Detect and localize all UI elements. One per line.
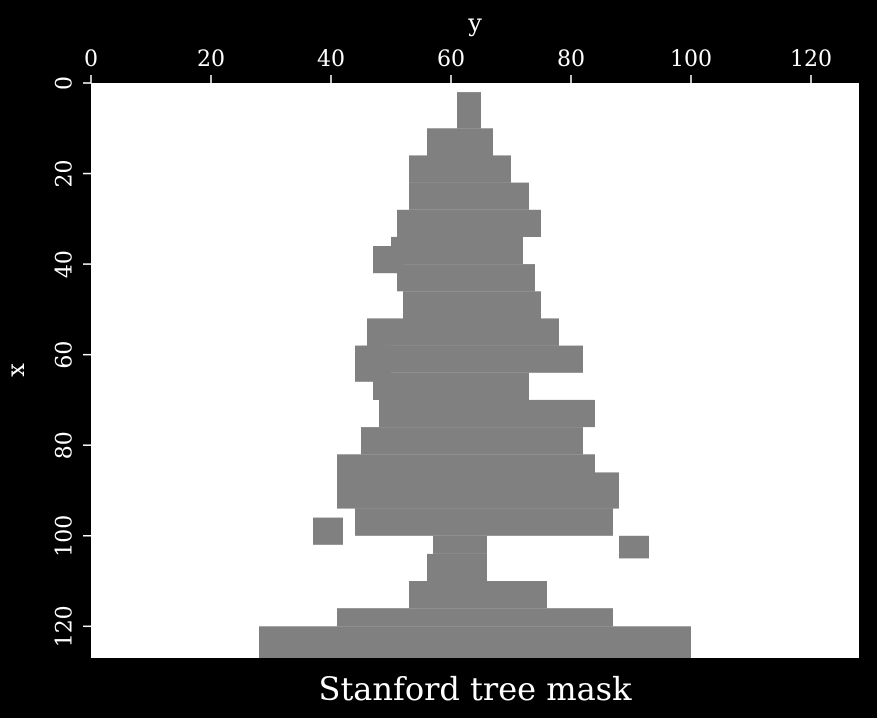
x-tick-label-20: 20 [53,160,78,188]
tree-band-4 [397,209,541,237]
x-tick-label-120: 120 [53,605,78,647]
tree-band-19 [337,608,613,627]
y-tick-label-120: 120 [790,47,832,72]
tree-band-2 [409,155,511,183]
tree-band-0 [457,92,481,129]
tree-band-14 [337,481,619,509]
tree-band-1 [427,128,493,156]
y-tick-label-40: 40 [317,47,345,72]
tree-band-13 [337,454,595,482]
chart-title: Stanford tree mask [319,670,633,708]
x-tick-label-60: 60 [53,341,78,369]
tree-band-12 [361,427,583,455]
tree-band-11 [379,399,595,428]
tree-blob-2 [373,246,403,274]
tree-band-5 [391,236,523,265]
tree-mask-cells [259,92,691,658]
tree-band-20 [259,626,691,658]
x-axis-label: x [2,363,30,377]
y-tick-label-0: 0 [84,47,98,72]
y-tick-label-80: 80 [557,47,585,72]
y-tick-label-60: 60 [437,47,465,72]
tree-blob-3 [355,345,391,382]
tree-band-3 [409,182,529,210]
tree-band-10 [373,372,529,400]
tree-band-6 [397,264,535,292]
y-axis-label: y [467,9,482,37]
y-axis-ticks: 0 20 40 60 80 100 120 [84,47,832,83]
y-tick-label-20: 20 [197,47,225,72]
tree-band-15 [355,508,613,536]
tree-band-8 [367,318,559,346]
y-tick-label-100: 100 [670,47,712,72]
tree-band-9 [361,345,583,373]
x-tick-label-40: 40 [53,250,78,278]
tree-band-16 [433,535,487,554]
tree-band-18 [409,581,547,609]
tree-band-7 [403,291,541,319]
tree-band-17 [427,553,487,582]
tree-blob-0 [313,517,343,545]
tree-blob-4 [589,472,619,500]
x-tick-label-0: 0 [53,76,78,90]
tree-blob-1 [619,535,649,559]
x-tick-label-80: 80 [53,431,78,459]
x-tick-label-100: 100 [53,515,78,557]
x-axis-ticks: 0 20 40 60 80 100 120 [53,76,91,647]
